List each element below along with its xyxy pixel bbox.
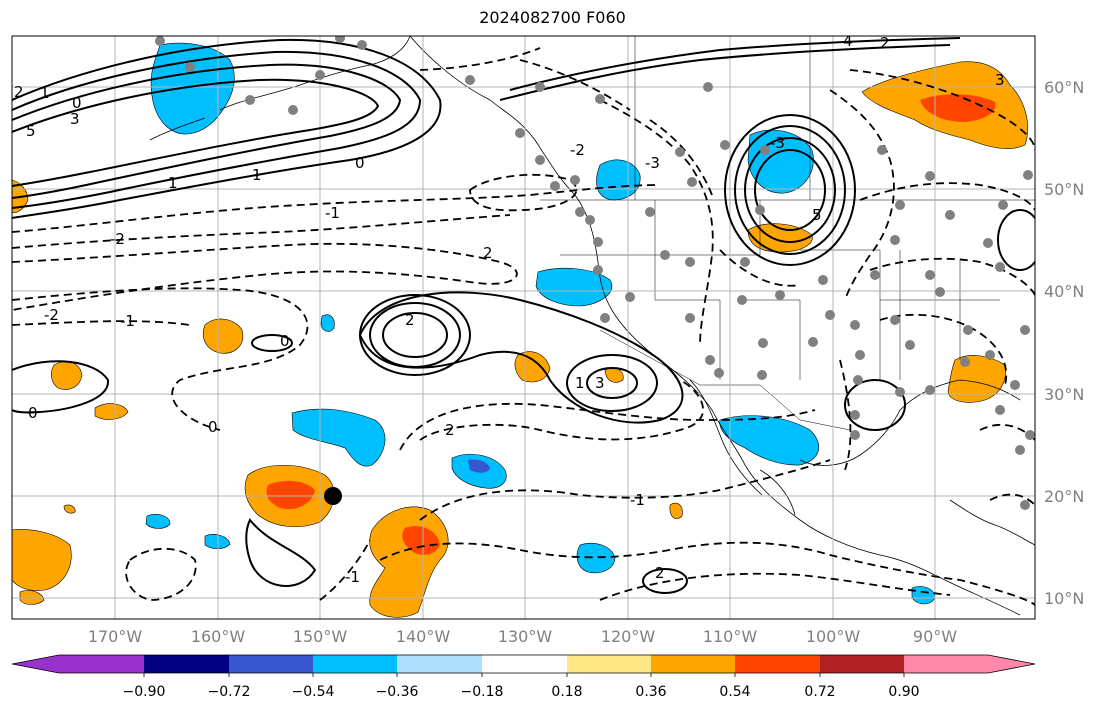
colorbar-tick-label: 0.54 [719,684,750,700]
colorbar-segment [735,655,820,673]
contour-label: 0 [280,332,290,350]
solid-contours [12,37,1035,594]
contour-label: -2 [110,230,125,248]
lat-label: 30°N [1044,385,1084,404]
colorbar-tick-label: 0.72 [804,684,835,700]
colorbar-segment [397,655,482,673]
colorbar-segment [482,655,567,673]
contour-label: 1 [168,174,178,192]
contour-label: 2 [483,244,493,262]
political-borders [540,36,1035,431]
lat-label: 10°N [1044,589,1084,608]
map-frame [11,35,1036,620]
lat-label: 50°N [1044,180,1084,199]
lat-label: 20°N [1044,487,1084,506]
colorbar-segment [144,655,229,673]
contour-label: 2 [445,421,455,439]
colorbar-segment [313,655,397,673]
lon-label: 160°W [191,627,246,646]
colorbar-segment [59,655,144,673]
contour-label: -2 [570,141,585,159]
colorbar-segment [820,655,904,673]
lon-label: 100°W [806,627,861,646]
colorbar-segment [229,655,313,673]
contour-label: 2 [655,564,665,582]
lon-label: 110°W [703,627,758,646]
contour-label: 2 [14,83,24,101]
colorbar-tick-label: 0.18 [551,684,582,700]
contour-label: 4 [843,32,853,50]
contour-label: -3 [645,154,660,172]
colorbar: −0.90 −0.72 −0.54 −0.36 −0.18 0.18 0.36 … [11,654,1036,700]
contour-label: 2 [880,34,890,52]
lat-label: 40°N [1044,282,1084,301]
lon-label: 150°W [293,627,348,646]
colorbar-extend-low [12,655,59,673]
contour-label: 2 [405,311,415,329]
contour-label: 0 [355,154,365,172]
contour-label: 0 [72,94,82,112]
colorbar-tick-label: −0.90 [123,684,166,700]
colorbar-tick-label: 0.90 [888,684,919,700]
contour-label: -1 [325,204,340,222]
lon-label: 130°W [498,627,553,646]
contour-label: -1 [120,312,135,330]
contour-label: 0 [208,418,218,436]
dashed-contours [12,47,1035,606]
contour-label: 5 [812,206,822,224]
contour-label: -2 [44,306,59,324]
station-markers [155,36,1035,510]
map-title: 2024082700 F060 [479,8,626,27]
colorbar-tick-label: −0.72 [208,684,251,700]
graticule [12,36,1035,619]
latitude-labels: 10°N 20°N 30°N 40°N 50°N 60°N [1044,78,1084,608]
contour-labels: 2 1 0 3 5 -2 -1 0 2 1 3 -1 2 -2 -3 0 1 2… [14,32,1005,586]
colorbar-segment [567,655,651,673]
lat-label: 60°N [1044,78,1084,97]
colorbar-segment [904,655,988,673]
contour-label: 1 [252,166,262,184]
shaded-anomaly-fields [12,42,1028,618]
colorbar-tick-label: −0.18 [461,684,504,700]
contour-label: -1 [345,568,360,586]
contour-label: 3 [995,71,1005,89]
colorbar-tick-label: −0.36 [376,684,419,700]
longitude-labels: 170°W 160°W 150°W 140°W 130°W 120°W 110°… [88,627,957,646]
lon-label: 170°W [88,627,143,646]
contour-label: 1 [575,374,585,392]
colorbar-tick-label: 0.36 [635,684,666,700]
storm-center-marker [324,487,342,505]
contour-label: 1 [40,84,50,102]
lon-label: 90°W [913,627,957,646]
lon-label: 120°W [601,627,656,646]
contour-label: 3 [595,374,605,392]
map-content: 2 1 0 3 5 -2 -1 0 2 1 3 -1 2 -2 -3 0 1 2… [12,32,1035,619]
contour-label: 5 [26,122,36,140]
contour-label: -3 [770,134,785,152]
lon-label: 140°W [396,627,451,646]
contour-label: -1 [630,491,645,509]
contour-label: 3 [70,110,80,128]
colorbar-extend-high [988,655,1035,673]
colorbar-segment [651,655,735,673]
contour-label: 0 [28,404,38,422]
colorbar-tick-label: −0.54 [292,684,335,700]
